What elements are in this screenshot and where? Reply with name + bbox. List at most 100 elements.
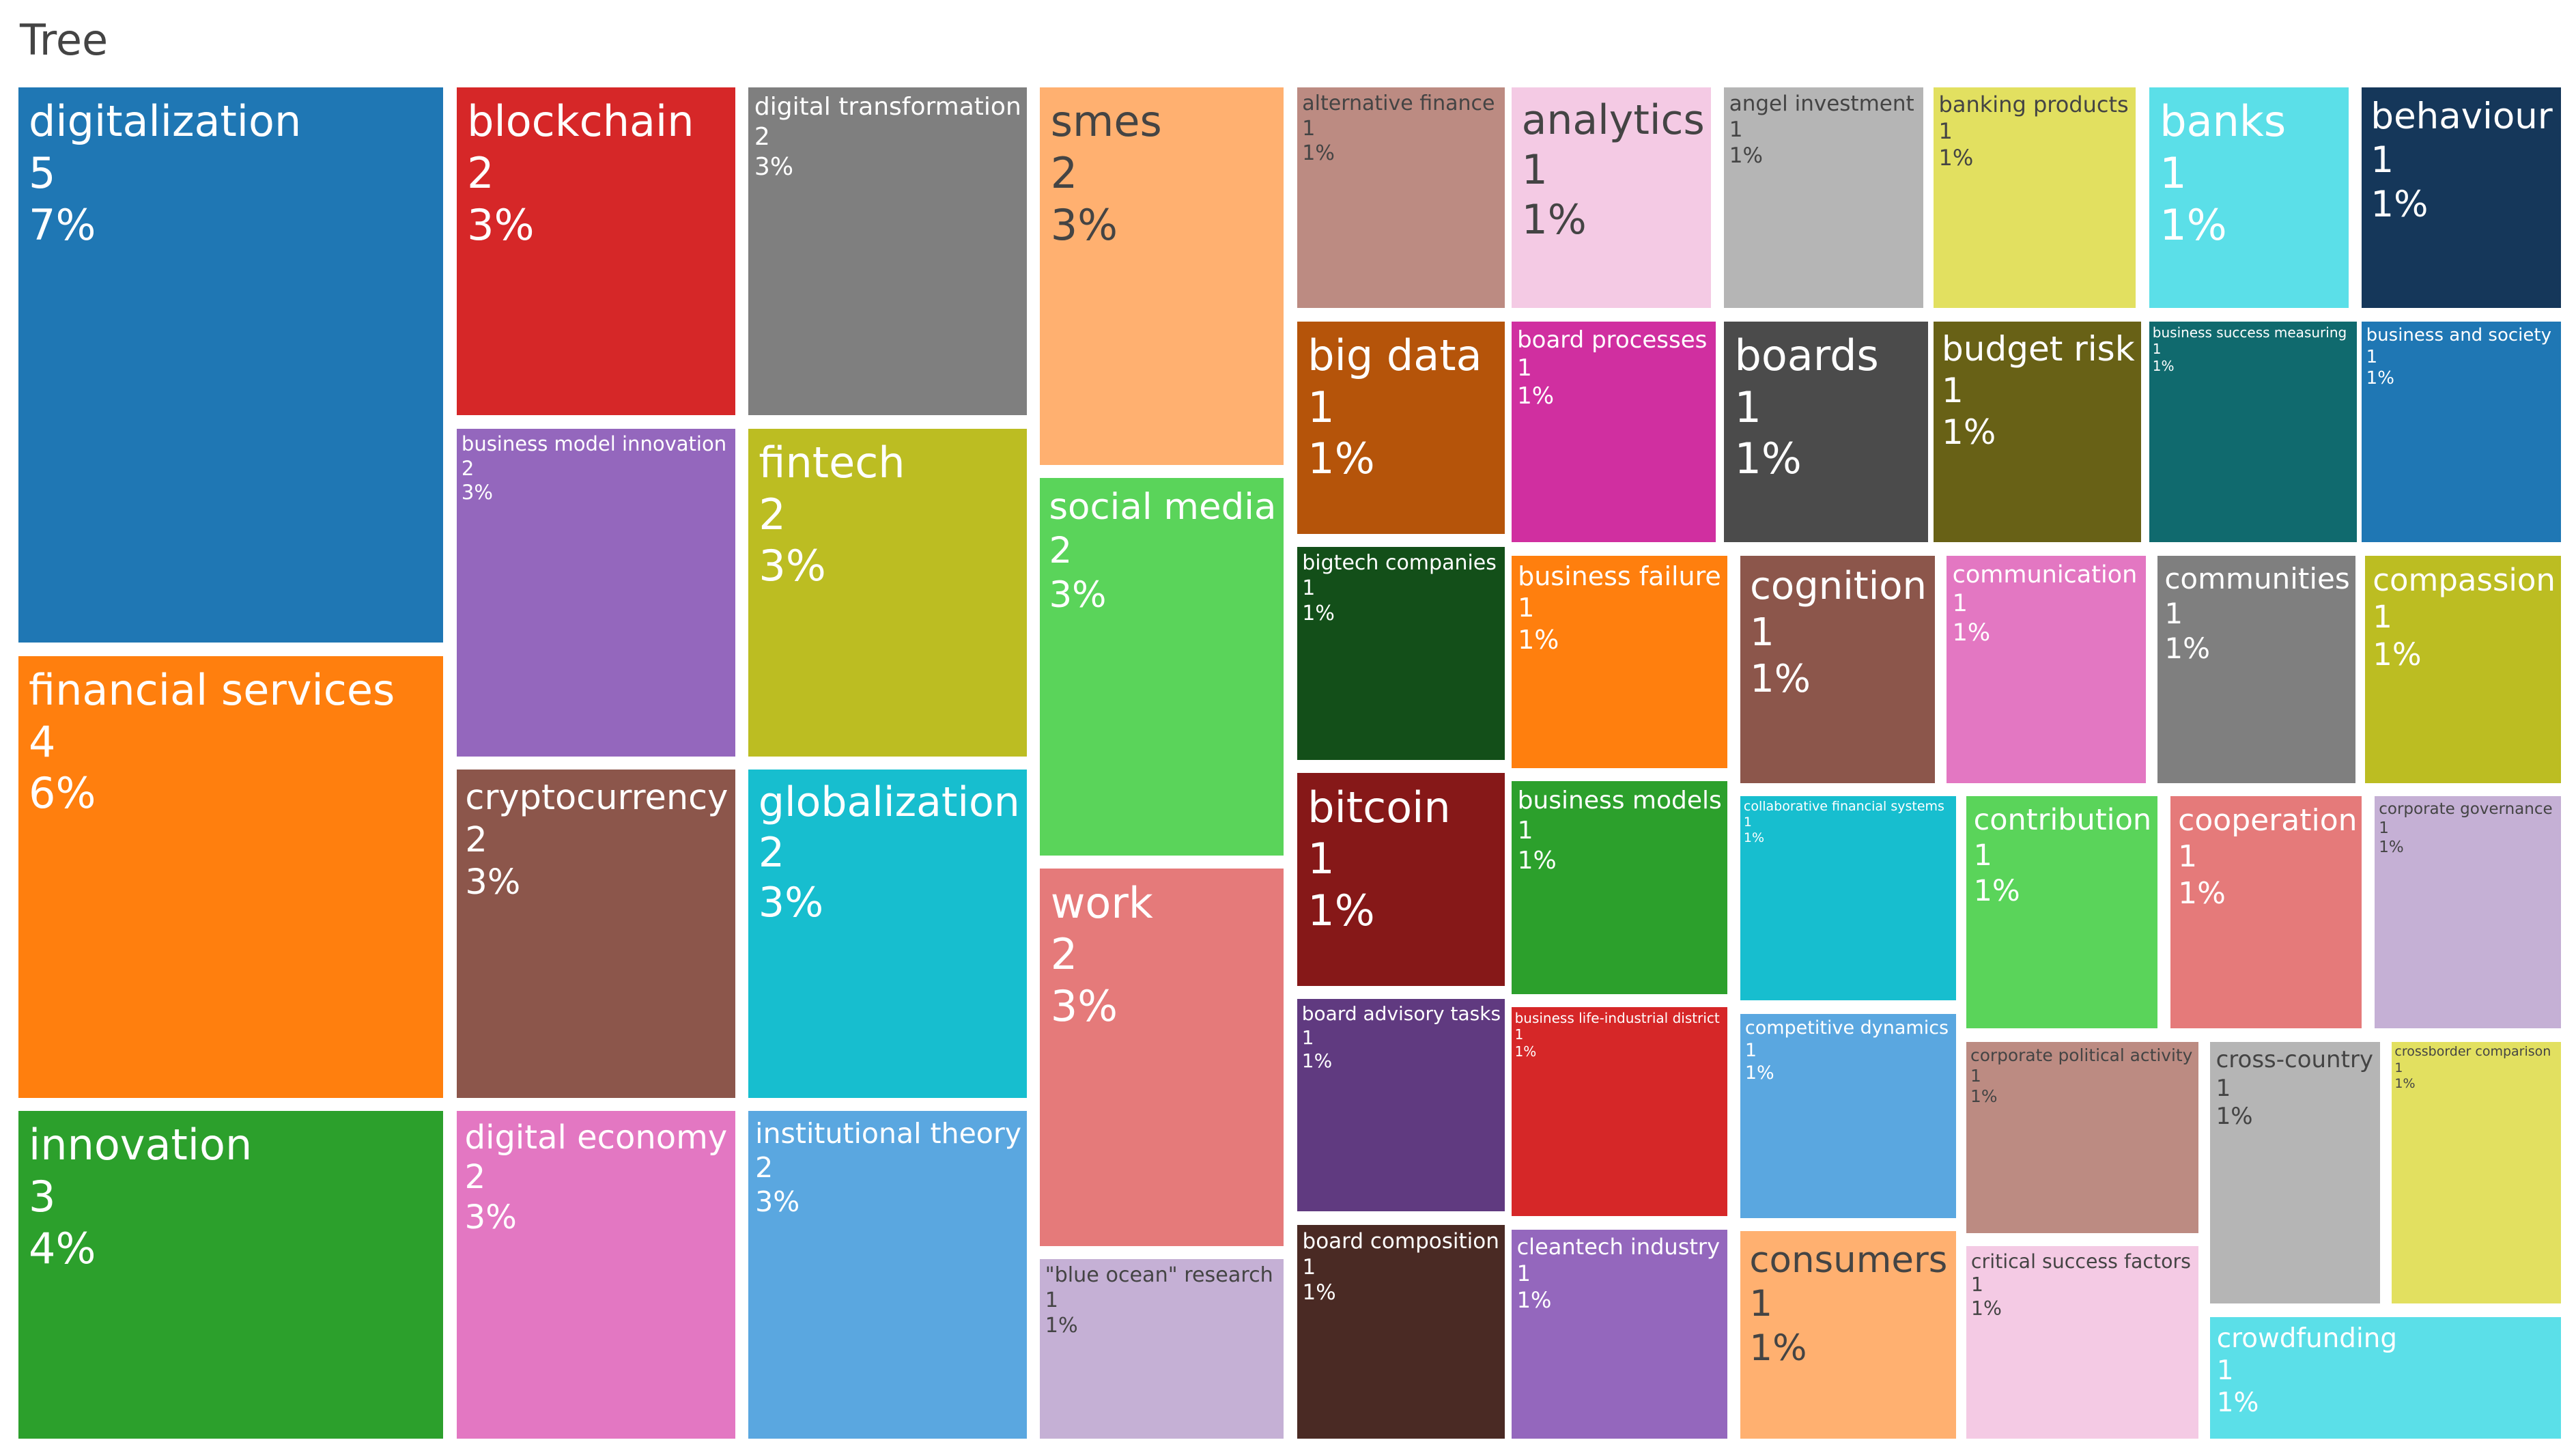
- tile-percent: 1%: [2216, 1387, 2259, 1419]
- tile-label: cognition 1 1%: [1750, 563, 1927, 703]
- tile-label: competitive dynamics 1 1%: [1745, 1017, 1949, 1085]
- tile-value: 2: [1049, 530, 1073, 572]
- treemap-tile[interactable]: behaviour 1 1%: [2362, 87, 2562, 309]
- treemap-tile[interactable]: blockchain 2 3%: [456, 87, 735, 416]
- treemap-tile[interactable]: analytics 1 1%: [1511, 87, 1711, 309]
- tile-value: 2: [461, 456, 475, 480]
- treemap-tile[interactable]: "blue ocean" research 1 1%: [1040, 1259, 1284, 1439]
- treemap-tile[interactable]: crossborder comparison 1 1%: [2391, 1041, 2562, 1304]
- treemap-tile[interactable]: business life-industrial district 1 1%: [1511, 1006, 1727, 1217]
- treemap-tile[interactable]: business and society 1 1%: [2362, 321, 2562, 543]
- treemap-tile[interactable]: competitive dynamics 1 1%: [1740, 1013, 1957, 1218]
- tile-label: consumers 1 1%: [1749, 1239, 1947, 1371]
- treemap-tile[interactable]: business failure 1 1%: [1511, 555, 1727, 768]
- tile-label: cross-country 1 1%: [2216, 1046, 2373, 1131]
- tile-value: 1: [1518, 593, 1535, 623]
- tile-label: communication 1 1%: [1953, 561, 2138, 648]
- treemap-tile[interactable]: board advisory tasks 1 1%: [1297, 998, 1505, 1212]
- tile-label: business model innovation 2 3%: [462, 432, 726, 505]
- tile-value: 2: [464, 1158, 486, 1197]
- tile-value: 1: [1302, 576, 1316, 601]
- treemap-tile[interactable]: globalization 2 3%: [748, 770, 1027, 1098]
- tile-name: "blue ocean" research: [1045, 1263, 1273, 1288]
- treemap-tile[interactable]: innovation 3 4%: [18, 1111, 444, 1439]
- treemap-tile[interactable]: work 2 3%: [1040, 869, 1284, 1246]
- treemap-tile[interactable]: alternative finance 1 1%: [1297, 87, 1505, 309]
- tile-label: budget risk 1 1%: [1942, 328, 2135, 453]
- tile-label: angel investment 1 1%: [1729, 91, 1914, 169]
- tile-value: 4: [29, 716, 56, 767]
- tile-percent: 3%: [1049, 574, 1107, 616]
- tile-percent: 1%: [2216, 1103, 2253, 1131]
- tile-label: analytics 1 1%: [1522, 96, 1705, 246]
- tile-name: digitalization: [29, 96, 302, 147]
- tile-percent: 1%: [2152, 357, 2175, 374]
- tile-name: analytics: [1521, 96, 1705, 144]
- treemap-tile[interactable]: business success measuring 1 1%: [2149, 321, 2357, 543]
- treemap-tile[interactable]: contribution 1 1%: [1966, 795, 2157, 1029]
- tile-value: 1: [1734, 382, 1761, 432]
- treemap-tile[interactable]: smes 2 3%: [1040, 87, 1284, 465]
- treemap-tile[interactable]: critical success factors 1 1%: [1966, 1245, 2199, 1439]
- treemap-tile[interactable]: bitcoin 1 1%: [1297, 773, 1505, 986]
- treemap-tile[interactable]: cognition 1 1%: [1740, 555, 1935, 783]
- tile-name: social media: [1049, 485, 1277, 528]
- tile-name: business model innovation: [461, 432, 727, 456]
- treemap-tile[interactable]: boards 1 1%: [1723, 321, 1929, 543]
- tile-name: business success measuring: [2152, 324, 2347, 341]
- treemap-tile[interactable]: cooperation 1 1%: [2170, 795, 2362, 1029]
- tile-name: digital transformation: [754, 93, 1021, 122]
- treemap-tile[interactable]: banks 1 1%: [2149, 87, 2349, 309]
- tile-name: corporate governance: [2379, 800, 2553, 818]
- treemap-tile[interactable]: banking products 1 1%: [1933, 87, 2136, 309]
- treemap-tile[interactable]: bigtech companies 1 1%: [1297, 547, 1505, 760]
- tile-name: alternative finance: [1302, 91, 1495, 115]
- treemap-tile[interactable]: cryptocurrency 2 3%: [456, 770, 735, 1098]
- tile-name: communication: [1952, 561, 2138, 589]
- tile-percent: 1%: [2178, 876, 2226, 912]
- tile-name: crowdfunding: [2216, 1323, 2397, 1354]
- treemap-tile[interactable]: collaborative financial systems 1 1%: [1740, 795, 1957, 1001]
- treemap-tile[interactable]: financial services 4 6%: [18, 655, 444, 1098]
- treemap-tile[interactable]: consumers 1 1%: [1740, 1231, 1957, 1439]
- treemap-tile[interactable]: crowdfunding 1 1%: [2210, 1316, 2562, 1439]
- treemap-tile[interactable]: communication 1 1%: [1946, 555, 2146, 783]
- treemap-tile[interactable]: communities 1 1%: [2157, 555, 2355, 783]
- tile-name: big data: [1307, 330, 1482, 381]
- tile-label: corporate political activity 1 1%: [1970, 1045, 2192, 1108]
- treemap-tile[interactable]: budget risk 1 1%: [1933, 321, 2141, 543]
- treemap-tile[interactable]: compassion 1 1%: [2365, 555, 2562, 783]
- treemap-tile[interactable]: cleantech industry 1 1%: [1511, 1229, 1727, 1439]
- tile-label: business models 1 1%: [1518, 786, 1722, 876]
- treemap-tile[interactable]: institutional theory 2 3%: [748, 1111, 1027, 1439]
- treemap-tile[interactable]: digitalization 5 7%: [18, 87, 444, 643]
- tile-percent: 1%: [2370, 183, 2429, 225]
- treemap-tile[interactable]: digital economy 2 3%: [456, 1111, 735, 1439]
- tile-name: innovation: [29, 1120, 253, 1170]
- tile-value: 2: [465, 819, 487, 860]
- tile-value: 5: [29, 147, 56, 198]
- tile-label: digital economy 2 3%: [465, 1118, 728, 1238]
- treemap-tile[interactable]: social media 2 3%: [1040, 478, 1284, 856]
- treemap-tile[interactable]: board processes 1 1%: [1511, 321, 1716, 543]
- treemap-tile[interactable]: business models 1 1%: [1511, 781, 1727, 994]
- treemap-tile[interactable]: fintech 2 3%: [748, 428, 1027, 757]
- treemap-tile[interactable]: corporate governance 1 1%: [2375, 795, 2562, 1029]
- tile-label: board advisory tasks 1 1%: [1302, 1002, 1501, 1072]
- treemap-tile[interactable]: cross-country 1 1%: [2210, 1041, 2380, 1304]
- treemap-tile[interactable]: corporate political activity 1 1%: [1966, 1041, 2199, 1233]
- tile-name: fintech: [759, 438, 905, 488]
- treemap-tile[interactable]: digital transformation 2 3%: [748, 87, 1027, 416]
- tile-name: business life-industrial district: [1514, 1009, 1720, 1026]
- tile-label: communities 1 1%: [2164, 561, 2349, 666]
- treemap-tile[interactable]: business model innovation 2 3%: [456, 428, 735, 757]
- tile-percent: 1%: [1970, 1297, 2002, 1320]
- treemap-tile[interactable]: angel investment 1 1%: [1723, 87, 1924, 309]
- tile-label: institutional theory 2 3%: [755, 1116, 1021, 1219]
- tile-value: 1: [1749, 1283, 1773, 1325]
- tile-label: business success measuring 1 1%: [2153, 324, 2347, 374]
- treemap-tile[interactable]: big data 1 1%: [1297, 321, 1505, 535]
- tile-percent: 4%: [29, 1223, 96, 1273]
- treemap-tile[interactable]: board composition 1 1%: [1297, 1224, 1505, 1439]
- tile-value: 1: [1970, 1065, 1981, 1086]
